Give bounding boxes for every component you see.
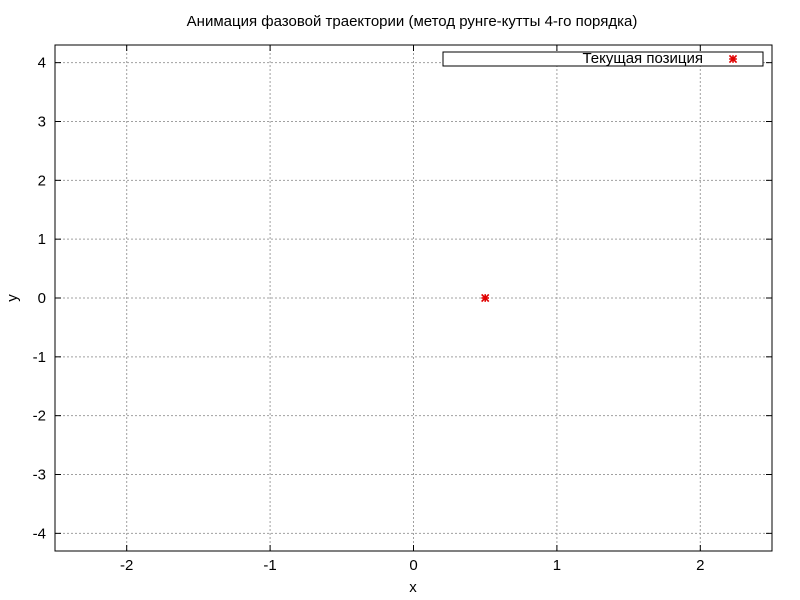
- x-tick-label: -2: [120, 557, 133, 574]
- y-tick-label: 2: [38, 172, 46, 189]
- axis-ticks: [55, 45, 772, 551]
- legend-marker: [728, 54, 738, 64]
- x-axis-label: x: [409, 579, 417, 596]
- plot-frame: [54, 44, 773, 552]
- legend: Текущая позиция: [442, 50, 764, 67]
- y-tick-label: 3: [38, 113, 46, 130]
- x-tick-label: 2: [696, 557, 704, 574]
- legend-label: Текущая позиция: [582, 50, 703, 67]
- y-tick-label: 4: [38, 55, 46, 72]
- x-tick-label: 1: [553, 557, 561, 574]
- y-tick-labels: 4 3 2 1 0 -1 -2 -3 -4: [33, 55, 46, 543]
- legend-box: [442, 51, 764, 67]
- x-tick-labels: -2 -1 0 1 2: [120, 557, 704, 574]
- y-tick-label: -1: [33, 349, 46, 366]
- y-tick-label: 1: [38, 231, 46, 248]
- y-tick-label: 0: [38, 290, 46, 307]
- y-tick-label: -3: [33, 467, 46, 484]
- y-axis-label: y: [4, 294, 21, 302]
- data-points: [481, 293, 490, 303]
- x-tick-label: -1: [263, 557, 276, 574]
- chart-title: Анимация фазовой траектории (метод рунге…: [187, 13, 638, 30]
- y-tick-label: -2: [33, 408, 46, 425]
- data-point: [481, 293, 490, 303]
- x-tick-label: 0: [409, 557, 417, 574]
- legend-marker-star: [728, 54, 738, 64]
- y-tick-label: -4: [33, 525, 46, 542]
